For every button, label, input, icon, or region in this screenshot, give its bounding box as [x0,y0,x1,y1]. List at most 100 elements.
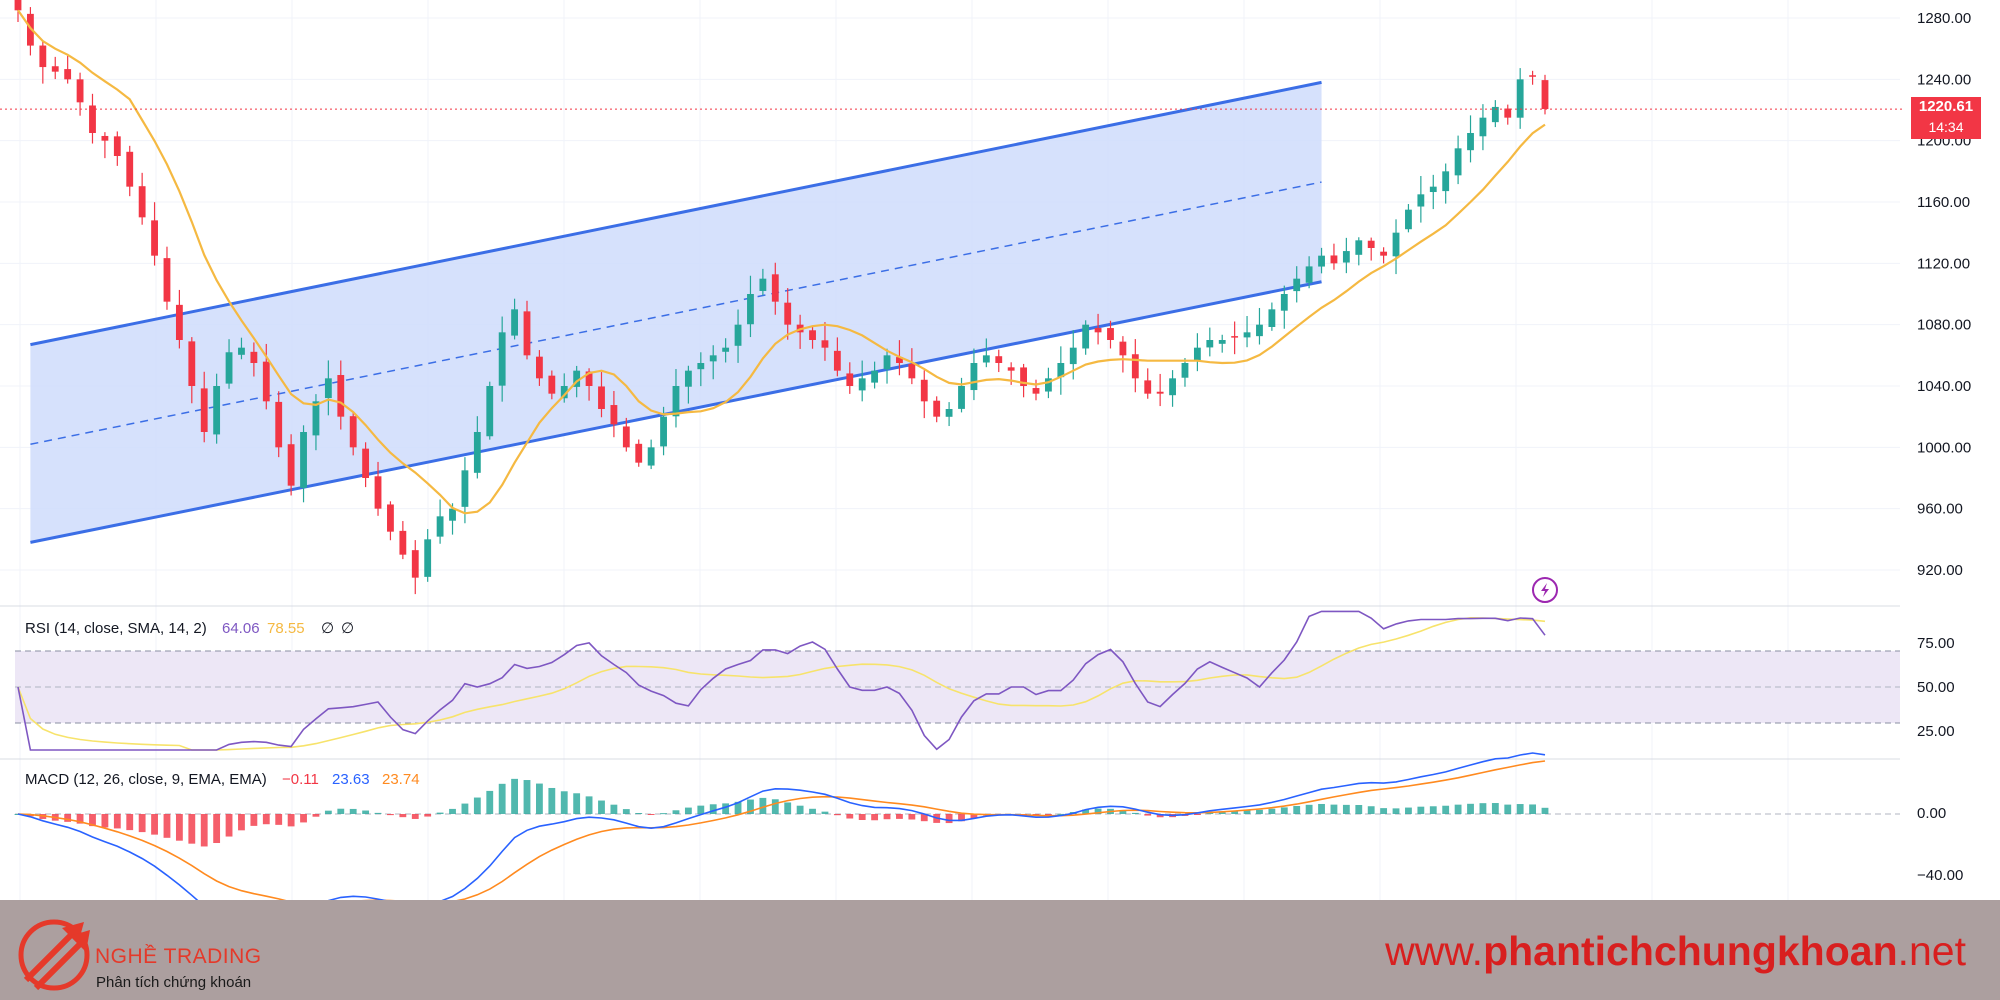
candle-body [523,311,531,356]
candle-body [238,347,245,355]
candle-body [101,135,109,141]
macd-histogram-bar [1243,810,1251,814]
macd-histogram-bar [896,814,903,819]
candle-body [225,352,233,384]
candle-body [1491,106,1499,123]
macd-histogram-bar [1280,807,1288,814]
macd-histogram-bar [747,799,754,814]
candle-body [126,151,134,187]
arrows-logo-icon [18,919,90,991]
macd-histogram-bar [225,814,233,837]
moving-average-line [17,9,1546,515]
candle-body [113,136,121,156]
macd-histogram-bar [796,805,804,814]
macd-histogram-bar [1380,808,1388,814]
macd-histogram-bar [548,787,556,814]
candle-body [610,405,618,425]
candle-body [1156,391,1164,394]
macd-histogram-bar [1491,803,1499,814]
candle-body [871,370,879,383]
candle-body [635,443,643,463]
channel-middle-line [30,181,1322,446]
rsi-legend-empty-1: ∅ [321,620,334,637]
candle-body [982,355,990,363]
macd-histogram-bar [1529,804,1536,814]
rsi-axis-label: 25.00 [1917,723,1955,740]
candle-body [908,363,916,379]
channel-upper-line [30,80,1322,347]
candle-body [27,13,34,46]
macd-histogram-bar [1256,809,1263,814]
chart-canvas[interactable]: 1280.001240.001200.001160.001120.001080.… [0,0,2000,900]
candle-body [1467,133,1474,151]
site-url[interactable]: www.phantichchungkhoan.net [1385,928,1966,975]
price-axis-label: 1000.00 [1917,439,1971,456]
candle-body [498,332,506,386]
macd-histogram-bar [560,791,568,814]
macd-histogram-bar [684,807,692,814]
macd-histogram-bar [1392,808,1400,814]
candle-body [920,379,928,402]
candle-body [250,351,258,363]
candle-body [1541,80,1549,110]
macd-histogram-bar [449,808,456,814]
candlestick-series [14,0,1549,595]
brand-tagline: Phân tích chứng khoán [96,974,252,991]
macd-histogram-bar [250,814,258,826]
macd-histogram-bar [362,810,370,814]
macd-histogram-bar [1504,804,1512,814]
candle-body [771,274,779,302]
macd-histogram-bar [1193,814,1201,815]
candle-body [436,516,444,537]
rsi-ma-line [17,616,1546,751]
candle-body [1082,324,1090,349]
macd-histogram-bar [374,812,382,814]
candle-body [287,444,295,486]
candle-body [200,388,208,432]
macd-axis-label: −40.00 [1917,867,1963,884]
price-axis-label: 1080.00 [1917,317,1971,334]
macd-histogram-bar [101,814,109,828]
footer-banner: NGHỀ TRADING Phân tích chứng khoán www.p… [0,900,2000,1000]
candle-body [1020,367,1027,386]
candle-body [1479,117,1487,137]
rsi-legend-empty-2: ∅ [341,620,354,637]
macd-histogram-bar [175,814,183,841]
macd-histogram-bar [610,804,618,814]
candle-body [324,378,332,399]
macd-legend-hist: −0.11 [282,771,319,788]
lightning-icon[interactable] [1532,577,1558,603]
candle-body [933,400,941,417]
macd-histogram-bar [647,814,655,815]
candle-body [1454,148,1462,176]
price-axis: 1280.001240.001200.001160.001120.001080.… [1917,10,1971,579]
macd-histogram-bar [1305,804,1313,814]
candle-body [821,340,829,348]
macd-histogram-bar [722,803,730,814]
candle-body [1330,255,1338,264]
candle-body [1305,266,1313,283]
rsi-legend-ma-value: 78.55 [267,620,305,637]
candle-body [1218,340,1226,344]
candle-body [1318,255,1325,267]
candle-body [697,363,705,370]
macd-pane [14,752,1900,900]
macd-histogram-bar [858,814,866,821]
macd-histogram-bar [113,814,121,829]
macd-histogram-bar [511,778,518,814]
macd-histogram-bar [1318,803,1325,814]
price-axis-label: 1240.00 [1917,71,1971,88]
price-axis-label: 1160.00 [1917,194,1970,211]
candle-body [958,386,965,409]
candle-body [1256,324,1263,337]
candle-body [1280,294,1288,311]
macd-histogram-bar [1417,806,1425,814]
macd-histogram-bar [622,809,630,814]
candle-body [424,539,432,577]
candle-body [188,341,196,386]
macd-histogram-bar [89,814,96,827]
candle-body [1107,328,1114,340]
candle-body [1529,75,1536,77]
macd-histogram-bar [660,813,667,815]
candle-body [14,0,22,11]
